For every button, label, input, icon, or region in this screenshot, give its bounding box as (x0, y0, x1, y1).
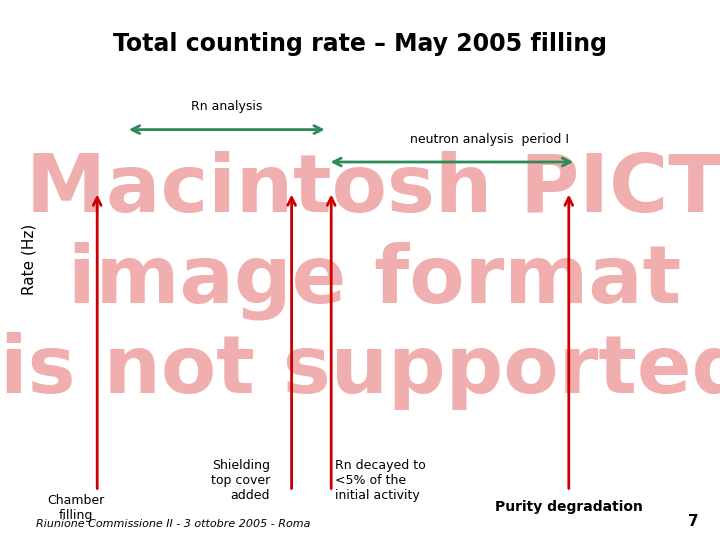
Text: Rn analysis: Rn analysis (191, 100, 263, 113)
Text: 7: 7 (688, 514, 698, 529)
Text: Total counting rate – May 2005 filling: Total counting rate – May 2005 filling (113, 32, 607, 56)
Text: neutron analysis  period I: neutron analysis period I (410, 133, 569, 146)
Text: Purity degradation: Purity degradation (495, 500, 643, 514)
Text: Shielding
top cover
added: Shielding top cover added (211, 459, 270, 502)
Text: Riunione Commissione II - 3 ottobre 2005 - Roma: Riunione Commissione II - 3 ottobre 2005… (36, 519, 310, 529)
Text: Rn decayed to
<5% of the
initial activity: Rn decayed to <5% of the initial activit… (335, 459, 426, 502)
Text: Rate (Hz): Rate (Hz) (22, 224, 36, 295)
Text: Macintosh PICT
image format
is not supported: Macintosh PICT image format is not suppo… (0, 151, 720, 410)
Text: Chamber
filling: Chamber filling (47, 494, 104, 522)
